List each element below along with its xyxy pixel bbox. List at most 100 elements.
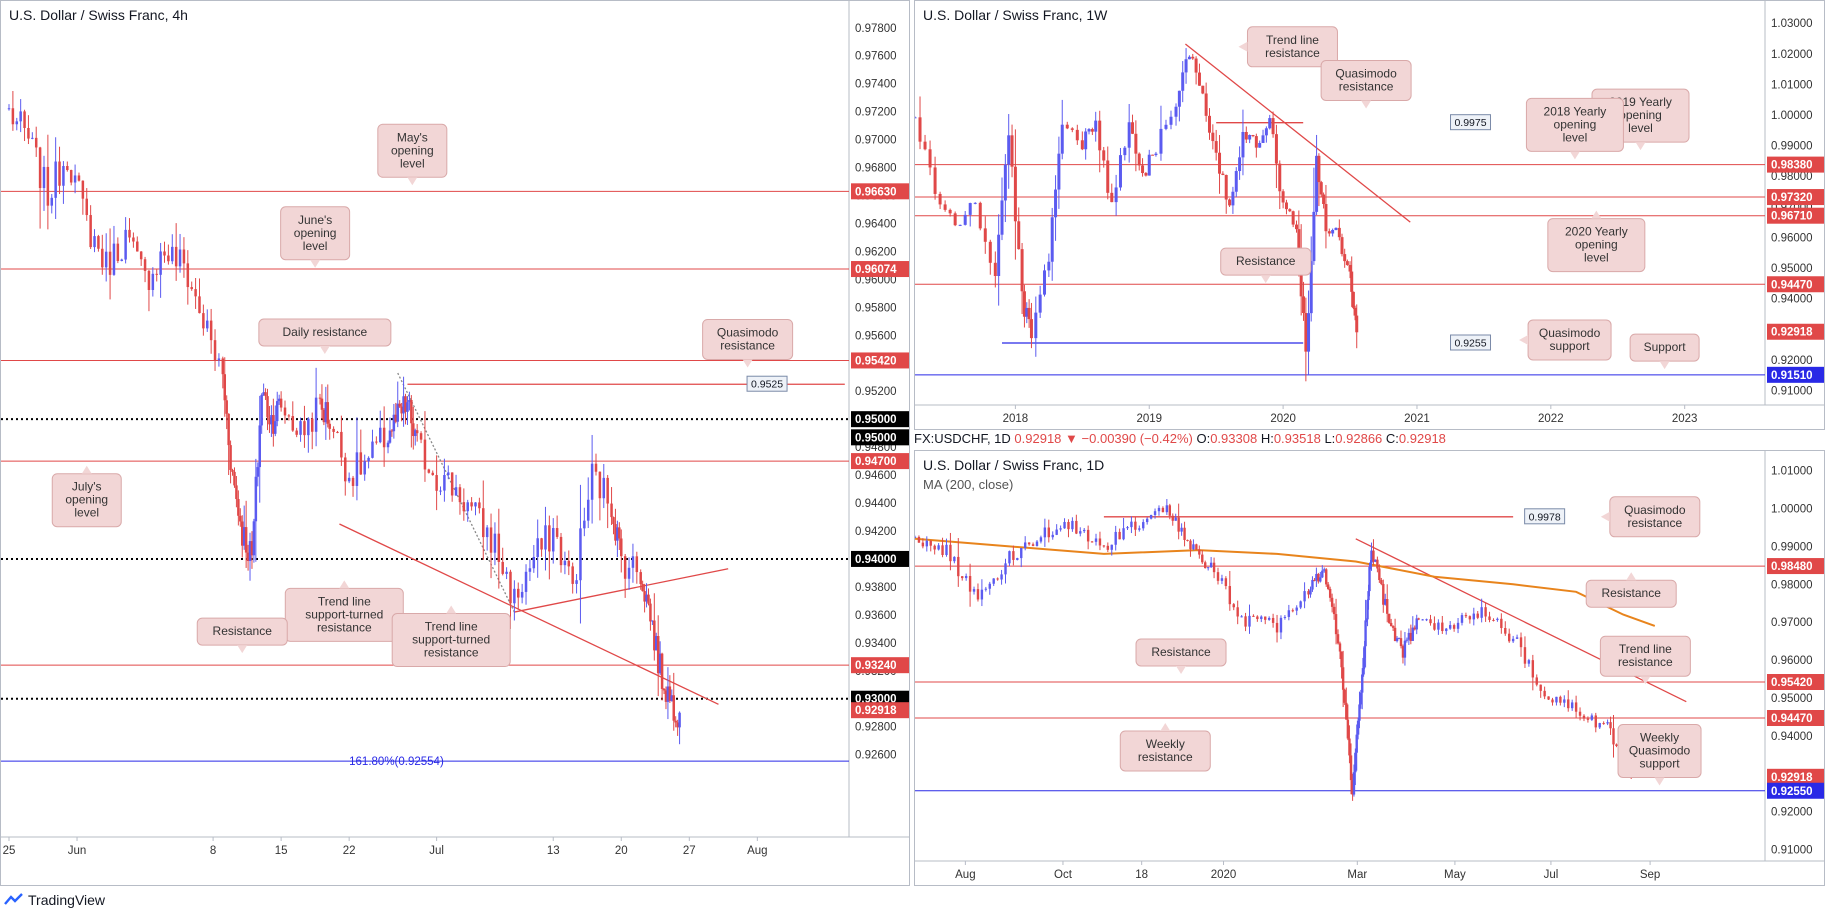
candle-body — [1384, 599, 1387, 605]
chart-weekly-canvas[interactable]: 1.03000 1.02000 1.01000 1.00000 0.99000 0.980… — [915, 1, 1824, 429]
candle-body — [505, 571, 508, 574]
candle-body — [660, 653, 664, 689]
candle-body — [1304, 313, 1308, 352]
callout-text: support-turned — [305, 607, 383, 621]
candle-body — [314, 397, 318, 432]
candle-body — [1359, 692, 1363, 705]
candle-body — [1151, 154, 1155, 156]
time-tick-label: 2022 — [1538, 413, 1564, 425]
candle-body — [178, 249, 182, 267]
candle-body — [375, 441, 378, 443]
candle-body — [73, 175, 77, 183]
candle-body — [1395, 638, 1399, 642]
candle-body — [1326, 584, 1330, 589]
candle-body — [128, 229, 131, 238]
candle-body — [1218, 152, 1222, 174]
candle-body — [69, 169, 73, 183]
candle-body — [1228, 586, 1232, 605]
candle-body — [1352, 772, 1356, 795]
price-tick-label: 0.99000 — [1771, 541, 1813, 553]
price-tick-label: 0.97000 — [1771, 617, 1813, 629]
chart-panel-weekly[interactable]: 1.03000 1.02000 1.01000 1.00000 0.99000 0.980… — [914, 0, 1825, 430]
candle-body — [279, 398, 283, 408]
chart-4h-canvas[interactable]: 0.97800 0.97600 0.97400 0.97200 0.97000 0.968… — [1, 1, 909, 885]
candle-body — [1336, 634, 1340, 644]
candle-body — [66, 166, 69, 170]
candle-body — [332, 428, 335, 432]
price-tag — [1767, 156, 1824, 173]
candle-body — [1312, 211, 1316, 262]
candle-body — [394, 414, 398, 422]
callout-pointer — [1176, 665, 1187, 674]
candle-body — [1294, 224, 1298, 230]
price-tick-label: 0.93800 — [855, 582, 897, 594]
candle-body — [1149, 514, 1153, 519]
candle-body — [307, 418, 310, 436]
candle-body — [336, 431, 339, 433]
candle-body — [1106, 160, 1110, 193]
candle-body — [1391, 626, 1395, 628]
candle-body — [1271, 617, 1275, 623]
price-tag — [851, 702, 909, 719]
candle-body — [993, 262, 997, 277]
candle-body — [392, 414, 396, 432]
candle-body — [27, 127, 30, 139]
candle-body — [1003, 164, 1007, 201]
candle-body — [31, 137, 34, 139]
candle-body — [1134, 521, 1137, 530]
candle-body — [454, 487, 458, 496]
callout-text: opening — [1554, 117, 1597, 131]
candle-body — [602, 477, 606, 499]
candle-body — [571, 566, 574, 584]
callout-text: resistance — [424, 646, 479, 660]
candle-body — [645, 594, 648, 602]
candle-body — [258, 425, 261, 468]
candle-body — [1299, 601, 1302, 608]
candle-body — [1070, 128, 1074, 130]
chart-panel-4h[interactable]: 0.97800 0.97600 0.97400 0.97200 0.97000 0.968… — [0, 0, 910, 886]
price-tag-label: 0.96630 — [855, 186, 897, 198]
candle-body — [1207, 115, 1211, 133]
candle-body — [668, 686, 672, 701]
callout-label: Support — [1629, 333, 1700, 370]
callout-label: Resistance — [196, 617, 288, 654]
candle-body — [618, 527, 621, 539]
candle-body — [186, 263, 190, 288]
chart-daily-canvas[interactable]: 1.01000 1.00000 0.99000 0.98000 0.97000 0.960… — [915, 451, 1824, 885]
candle-body — [260, 394, 263, 426]
candle-body — [1341, 667, 1345, 690]
candle-body — [1268, 118, 1272, 129]
candle-body — [1197, 72, 1201, 86]
candle-body — [555, 528, 559, 537]
price-tick-label: 0.91000 — [1771, 844, 1813, 856]
candle-body — [151, 273, 155, 290]
candle-body — [1407, 632, 1411, 640]
candle-body — [1047, 527, 1050, 538]
price-tick-label: 0.96400 — [855, 218, 897, 230]
price-tag — [851, 453, 909, 470]
time-tick-label: Aug — [747, 845, 767, 857]
chart-panel-daily[interactable]: 1.01000 1.00000 0.99000 0.98000 0.97000 0.960… — [914, 450, 1825, 886]
brand-name[interactable]: TradingView — [28, 892, 106, 908]
candle-body — [489, 527, 493, 553]
candle-body — [933, 545, 936, 550]
ma-indicator-label[interactable]: MA (200, close) — [923, 477, 1014, 492]
candle-body — [1007, 135, 1011, 165]
candle-body — [670, 695, 674, 701]
callout-text: level — [1628, 121, 1653, 135]
candle-body — [38, 147, 42, 189]
time-tick-label: 2020 — [1270, 413, 1296, 425]
candle-body — [976, 589, 980, 600]
candle-body — [11, 108, 15, 125]
candle-body — [635, 556, 639, 573]
callout-text: Quasimodo — [1624, 503, 1686, 517]
candle-body — [996, 578, 999, 580]
callout-text: resistance — [1138, 750, 1193, 764]
candle-body — [1231, 191, 1235, 206]
price-tag-label: 0.96710 — [1771, 211, 1813, 223]
candle-body — [1154, 153, 1158, 156]
candle-body — [42, 166, 46, 189]
price-tick-label: 0.95200 — [855, 386, 897, 398]
